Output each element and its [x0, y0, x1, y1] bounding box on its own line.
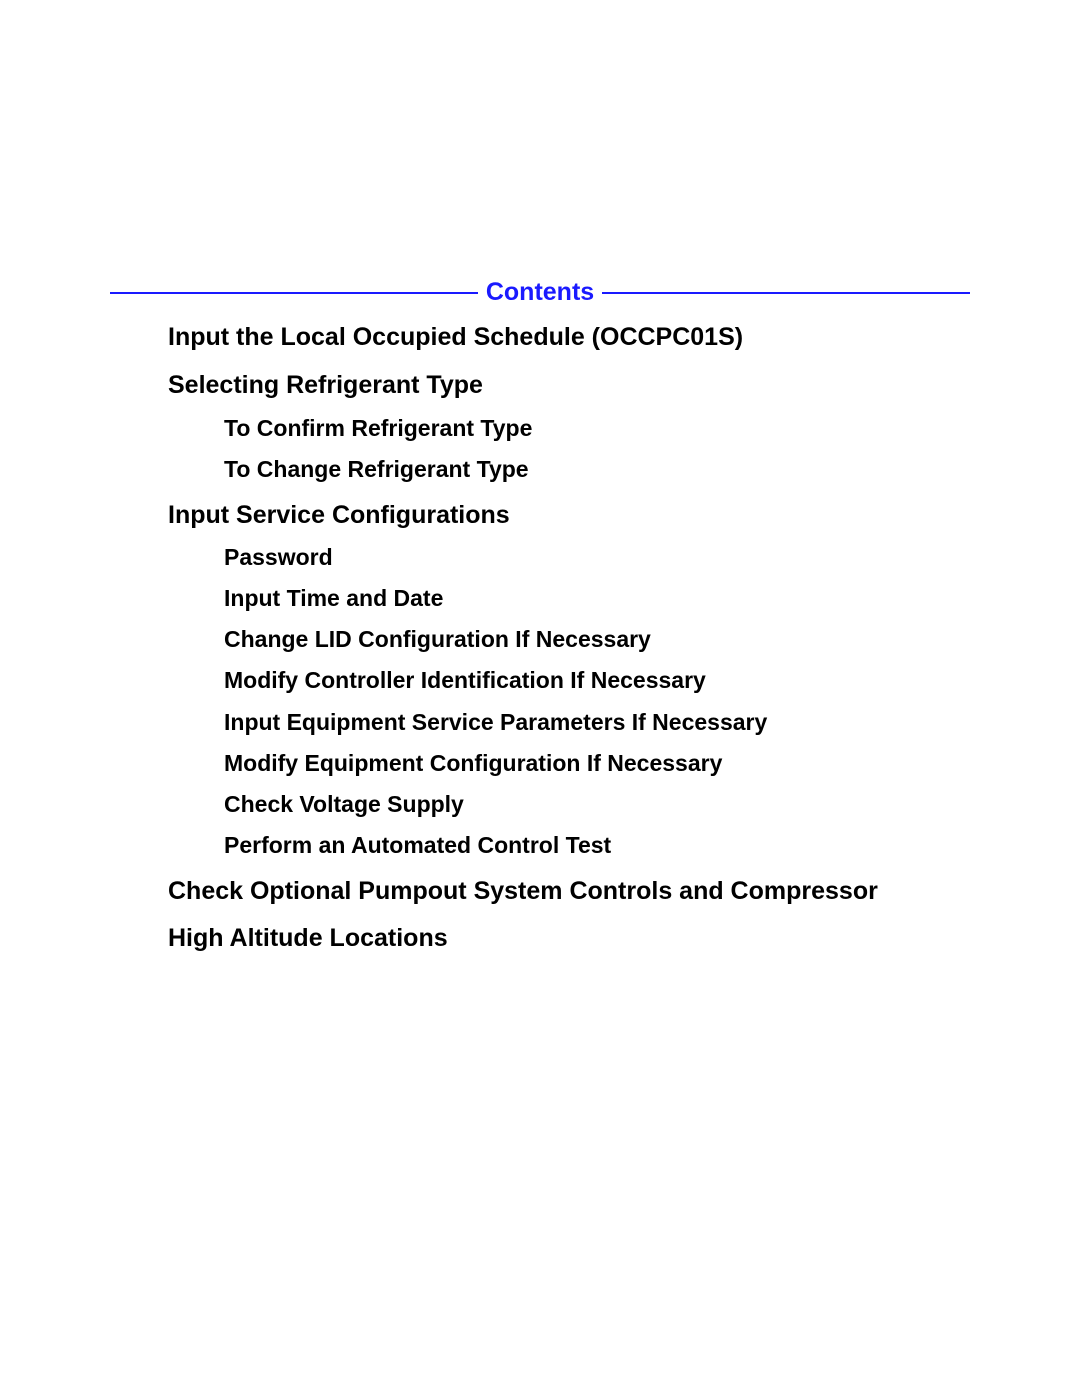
toc-subentry[interactable]: Check Voltage Supply	[224, 789, 970, 820]
toc-subentry[interactable]: Modify Controller Identification If Nece…	[224, 665, 970, 696]
toc-subgroup: To Confirm Refrigerant Type To Change Re…	[168, 413, 970, 485]
toc-entry[interactable]: Input Service Configurations	[168, 499, 970, 533]
rule-right	[602, 292, 970, 294]
toc-subentry[interactable]: Change LID Configuration If Necessary	[224, 624, 970, 655]
toc-subentry[interactable]: To Change Refrigerant Type	[224, 454, 970, 485]
toc-subentry[interactable]: Perform an Automated Control Test	[224, 830, 970, 861]
toc-entry[interactable]: Check Optional Pumpout System Controls a…	[168, 875, 970, 909]
toc-subgroup: Password Input Time and Date Change LID …	[168, 542, 970, 860]
toc-subentry[interactable]: Modify Equipment Configuration If Necess…	[224, 748, 970, 779]
rule-left	[110, 292, 478, 294]
toc-entry[interactable]: Input the Local Occupied Schedule (OCCPC…	[168, 321, 970, 355]
contents-title: Contents	[478, 278, 602, 307]
toc-subentry[interactable]: Password	[224, 542, 970, 573]
toc-subentry[interactable]: To Confirm Refrigerant Type	[224, 413, 970, 444]
document-page: Contents Input the Local Occupied Schedu…	[0, 0, 1080, 956]
toc-entry[interactable]: High Altitude Locations	[168, 922, 970, 956]
table-of-contents: Input the Local Occupied Schedule (OCCPC…	[110, 321, 970, 956]
toc-entry[interactable]: Selecting Refrigerant Type	[168, 369, 970, 403]
contents-header: Contents	[110, 278, 970, 307]
toc-subentry[interactable]: Input Time and Date	[224, 583, 970, 614]
toc-subentry[interactable]: Input Equipment Service Parameters If Ne…	[224, 707, 970, 738]
